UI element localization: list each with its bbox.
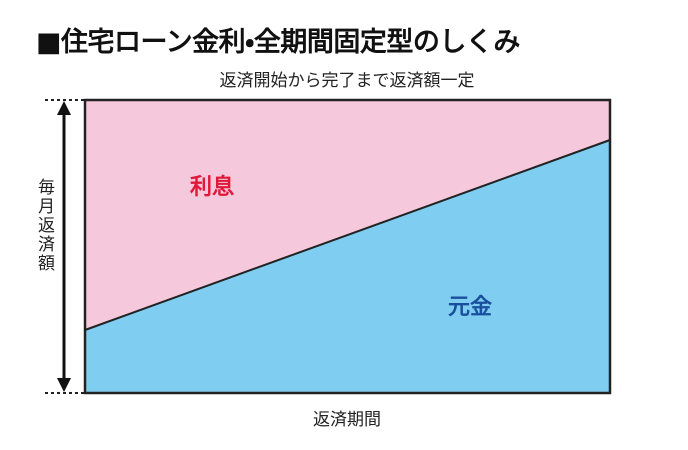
arrow-head bbox=[57, 378, 71, 392]
interest-label: 利息 bbox=[190, 174, 234, 200]
caption: 返済開始から完了まで返済額一定 bbox=[220, 71, 475, 91]
y-axis-label: 毎月返済額 bbox=[34, 178, 54, 273]
x-axis-label: 返済期間 bbox=[313, 410, 381, 430]
arrow-head bbox=[57, 101, 71, 115]
principal-area bbox=[85, 140, 610, 393]
principal-label: 元金 bbox=[448, 295, 492, 320]
interest-area bbox=[85, 100, 610, 330]
frame bbox=[83, 98, 612, 395]
boundary-line bbox=[84, 139, 611, 331]
page-title: ■住宅ローン金利・全期間固定型のしくみ bbox=[36, 27, 520, 58]
